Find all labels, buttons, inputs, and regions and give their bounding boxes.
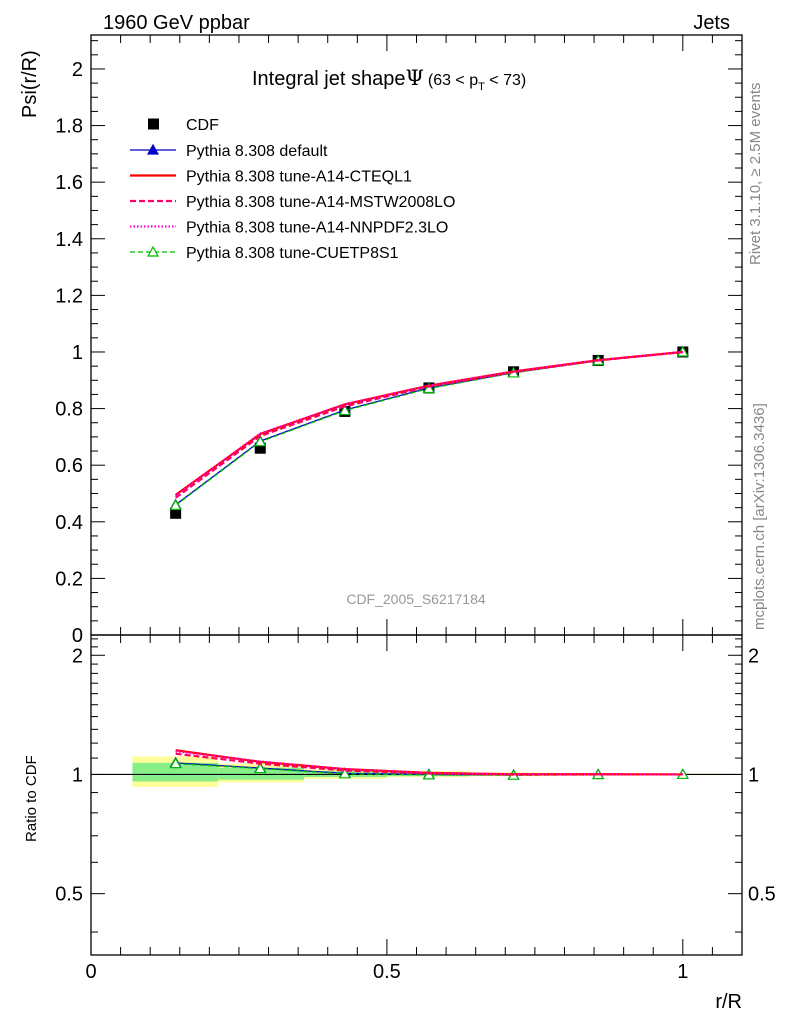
y-tick-label: 0.2 bbox=[55, 568, 83, 590]
ratio-y-tick-label-right: 2 bbox=[748, 645, 759, 667]
mcplots-label: mcplots.cern.ch [arXiv:1306.3436] bbox=[751, 403, 768, 630]
legend: CDF Pythia 8.308 default Pythia 8.308 tune… bbox=[130, 117, 455, 262]
header-left: 1960 GeV ppbar bbox=[103, 12, 250, 34]
x-tick-label: 0 bbox=[85, 961, 96, 983]
ratio-plot: 0 0.5 1 0.5 0.5 1 1 2 2 bbox=[55, 634, 776, 983]
rivet-label: Rivet 3.1.10, ≥ 2.5M events bbox=[747, 83, 764, 266]
series-marker-ratio bbox=[254, 762, 267, 774]
y-tick-label: 1.2 bbox=[55, 285, 83, 307]
y-tick-label: 2 bbox=[72, 59, 83, 81]
y-tick-label: 1 bbox=[72, 342, 83, 364]
legend-label: Pythia 8.308 default bbox=[186, 143, 328, 160]
y-tick-label: 1.6 bbox=[55, 172, 83, 194]
y-tick-label: 0.8 bbox=[55, 399, 83, 421]
ratio-y-tick-label-right: 1 bbox=[748, 764, 759, 786]
header-right: Jets bbox=[693, 12, 730, 34]
legend-label: Pythia 8.308 tune-A14-CTEQL1 bbox=[186, 169, 412, 186]
chart-title-symbol: Ψ bbox=[405, 66, 423, 90]
chart-title-text: Integral jet shape bbox=[252, 68, 405, 90]
y-tick-label: 1.8 bbox=[55, 116, 83, 138]
series-line-ratio bbox=[175, 750, 683, 776]
x-tick-label: 0.5 bbox=[373, 961, 401, 983]
watermark: CDF_2005_S6217184 bbox=[346, 591, 486, 607]
legend-marker-data bbox=[148, 118, 159, 130]
y-axis-label: Psi(r/R) bbox=[19, 50, 41, 118]
chart-title-range-sub: T bbox=[478, 81, 485, 93]
ratio-y-tick-label-right: 0.5 bbox=[748, 884, 776, 906]
series-marker-ratio bbox=[338, 767, 351, 779]
chart-title-range-post: < 73) bbox=[485, 72, 526, 89]
data-point bbox=[170, 507, 182, 519]
y-tick-label: 0.6 bbox=[55, 455, 83, 477]
ratio-band-inner bbox=[218, 767, 305, 780]
legend-label: Pythia 8.308 tune-A14-NNPDF2.3LO bbox=[186, 220, 448, 237]
ratio-y-axis-label: Ratio to CDF bbox=[23, 755, 40, 842]
legend-label: Pythia 8.308 tune-CUETP8S1 bbox=[186, 245, 399, 262]
chart-title: Integral jet shapeΨ (63 < pT < 73) bbox=[252, 66, 526, 93]
series-marker bbox=[422, 382, 435, 394]
x-tick-label: 1 bbox=[677, 961, 688, 983]
series-marker bbox=[338, 404, 351, 416]
ratio-y-tick-label: 1 bbox=[72, 764, 83, 786]
series-line bbox=[174, 350, 683, 497]
main-plot: 0 0.2 0.4 0.6 0.8 1 1.2 1.4 1.6 1.8 2 bbox=[55, 34, 743, 647]
legend-marker bbox=[146, 245, 160, 257]
legend-marker bbox=[146, 143, 160, 155]
y-tick-label: 0.4 bbox=[55, 512, 83, 534]
chart-title-range-pre: (63 < p bbox=[428, 72, 478, 89]
ratio-y-tick-label: 2 bbox=[72, 645, 83, 667]
ratio-band-inner bbox=[132, 762, 219, 782]
x-axis-label: r/R bbox=[715, 991, 742, 1013]
y-tick-label: 1.4 bbox=[55, 229, 83, 251]
series-marker bbox=[254, 435, 267, 447]
legend-label: Pythia 8.308 tune-A14-MSTW2008LO bbox=[186, 194, 455, 211]
series-marker bbox=[169, 499, 182, 510]
ratio-y-tick-label: 0.5 bbox=[55, 884, 83, 906]
data-point bbox=[254, 442, 266, 454]
series-marker-ratio bbox=[169, 757, 182, 769]
legend-label-data: CDF bbox=[186, 117, 219, 134]
y-tick-label: 0 bbox=[72, 625, 83, 647]
